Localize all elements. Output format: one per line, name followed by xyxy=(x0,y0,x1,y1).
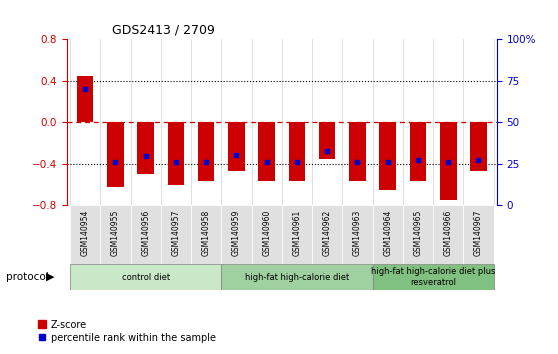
Bar xyxy=(470,122,487,171)
Text: control diet: control diet xyxy=(122,273,170,281)
Text: high-fat high-calorie diet plus
resveratrol: high-fat high-calorie diet plus resverat… xyxy=(371,267,496,287)
FancyBboxPatch shape xyxy=(252,205,282,264)
FancyBboxPatch shape xyxy=(131,205,161,264)
Legend: Z-score, percentile rank within the sample: Z-score, percentile rank within the samp… xyxy=(39,320,216,343)
FancyBboxPatch shape xyxy=(70,205,100,264)
Text: GSM140960: GSM140960 xyxy=(262,210,271,256)
Bar xyxy=(349,122,365,181)
FancyBboxPatch shape xyxy=(70,264,222,290)
Text: GSM140964: GSM140964 xyxy=(383,210,392,256)
Text: GSM140965: GSM140965 xyxy=(413,210,422,256)
Text: GSM140962: GSM140962 xyxy=(323,210,331,256)
Text: GSM140958: GSM140958 xyxy=(201,210,211,256)
Bar xyxy=(410,122,426,181)
Text: high-fat high-calorie diet: high-fat high-calorie diet xyxy=(245,273,349,281)
Text: ▶: ▶ xyxy=(46,272,54,282)
FancyBboxPatch shape xyxy=(222,205,252,264)
FancyBboxPatch shape xyxy=(161,205,191,264)
Text: GSM140956: GSM140956 xyxy=(141,210,150,256)
Bar xyxy=(440,122,456,200)
Text: GSM140966: GSM140966 xyxy=(444,210,453,256)
FancyBboxPatch shape xyxy=(373,264,494,290)
FancyBboxPatch shape xyxy=(312,205,342,264)
Text: GSM140957: GSM140957 xyxy=(171,210,180,256)
FancyBboxPatch shape xyxy=(342,205,373,264)
Bar xyxy=(379,122,396,190)
Bar xyxy=(107,122,124,187)
Bar xyxy=(77,76,93,122)
FancyBboxPatch shape xyxy=(463,205,494,264)
Bar xyxy=(228,122,245,171)
Text: GSM140963: GSM140963 xyxy=(353,210,362,256)
FancyBboxPatch shape xyxy=(222,264,373,290)
Bar xyxy=(258,122,275,181)
FancyBboxPatch shape xyxy=(282,205,312,264)
Text: GSM140967: GSM140967 xyxy=(474,210,483,256)
Text: GSM140955: GSM140955 xyxy=(111,210,120,256)
FancyBboxPatch shape xyxy=(100,205,131,264)
Text: GSM140954: GSM140954 xyxy=(80,210,90,256)
Bar xyxy=(137,122,154,174)
Bar xyxy=(198,122,214,181)
Text: GDS2413 / 2709: GDS2413 / 2709 xyxy=(112,23,214,36)
Text: GSM140959: GSM140959 xyxy=(232,210,241,256)
FancyBboxPatch shape xyxy=(191,205,222,264)
Text: GSM140961: GSM140961 xyxy=(292,210,301,256)
Bar xyxy=(288,122,305,181)
Bar xyxy=(319,122,335,159)
FancyBboxPatch shape xyxy=(373,205,403,264)
FancyBboxPatch shape xyxy=(433,205,463,264)
Bar xyxy=(167,122,184,184)
FancyBboxPatch shape xyxy=(403,205,433,264)
Text: protocol: protocol xyxy=(6,272,49,282)
